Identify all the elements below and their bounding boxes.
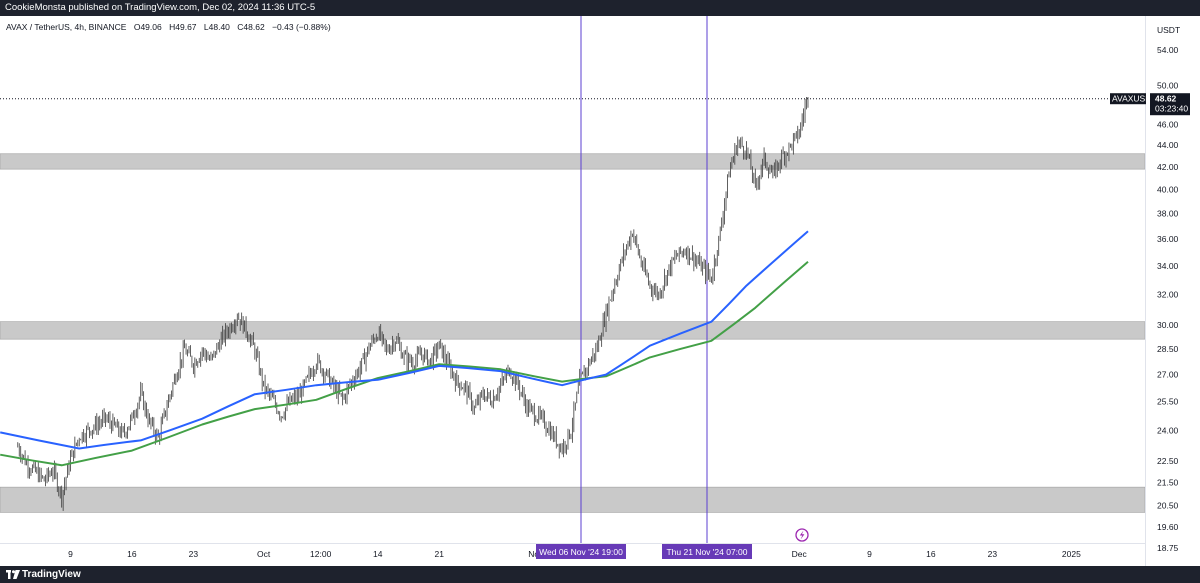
time-tick-label: 16 bbox=[127, 549, 137, 559]
price-tick-label: 46.00 bbox=[1157, 119, 1179, 129]
price-tick-label: 24.00 bbox=[1157, 425, 1179, 435]
tradingview-logo-icon bbox=[6, 570, 20, 579]
last-price-badge: AVAXUSDT 48.62 03:23:40 bbox=[1110, 93, 1190, 116]
vertical-marker-lines bbox=[580, 16, 708, 543]
time-tick-label: 23 bbox=[988, 549, 998, 559]
last-price-value: 48.62 bbox=[1155, 94, 1177, 104]
legend-open: O49.06 bbox=[134, 22, 162, 32]
time-tick-label: 12:00 bbox=[310, 549, 332, 559]
time-tick-label: 9 bbox=[867, 549, 872, 559]
time-tick-label: 2025 bbox=[1062, 549, 1081, 559]
price-tick-label: 54.00 bbox=[1157, 45, 1179, 55]
support-zones bbox=[0, 153, 1146, 513]
support-zone[interactable] bbox=[0, 153, 1146, 170]
price-tick-label: 22.50 bbox=[1157, 456, 1179, 466]
time-tick-label: 21 bbox=[434, 549, 444, 559]
legend-close: C48.62 bbox=[237, 22, 265, 32]
price-scale[interactable]: USDT 54.00 50.00 46.00 44.00 42.00 40.00 38.00… bbox=[1110, 16, 1190, 566]
legend-high: H49.67 bbox=[169, 22, 197, 32]
price-tick-label: 21.50 bbox=[1157, 478, 1179, 488]
time-tick-label: 23 bbox=[189, 549, 199, 559]
price-tick-label: 20.50 bbox=[1157, 500, 1179, 510]
price-tick-label: 50.00 bbox=[1157, 81, 1179, 91]
price-tick-label: 27.00 bbox=[1157, 370, 1179, 380]
currency-label: USDT bbox=[1157, 25, 1180, 35]
legend-change: −0.43 (−0.88%) bbox=[272, 22, 331, 32]
publish-info: CookieMonsta published on TradingView.co… bbox=[5, 2, 316, 13]
support-zone[interactable] bbox=[0, 321, 1146, 340]
lightning-icon[interactable] bbox=[795, 528, 809, 542]
price-tick-label: 44.00 bbox=[1157, 140, 1179, 150]
footer-bar: TradingView bbox=[0, 566, 1200, 583]
price-tick-label: 42.00 bbox=[1157, 162, 1179, 172]
legend-symbol: AVAX / TetherUS, 4h, BINANCE bbox=[6, 22, 127, 32]
vertical-marker-label: Wed 06 Nov '24 19:00 bbox=[539, 547, 623, 557]
footer-brand: TradingView bbox=[22, 569, 81, 580]
moving-average-green bbox=[0, 260, 809, 467]
svg-text:AVAX / TetherUS, 4h, BINANCE: AVAX / TetherUS, 4h, BINANCE O49.06 H49.… bbox=[6, 22, 331, 32]
legend-low: L48.40 bbox=[204, 22, 230, 32]
price-tick-label: 40.00 bbox=[1157, 185, 1179, 195]
price-chart[interactable]: USDT 54.00 50.00 46.00 44.00 42.00 40.00 38.00… bbox=[0, 16, 1200, 566]
time-tick-label: 9 bbox=[68, 549, 73, 559]
price-tick-label: 30.00 bbox=[1157, 320, 1179, 330]
price-tick-label: 32.00 bbox=[1157, 289, 1179, 299]
time-scale[interactable]: 9 16 23 Oct 12:00 14 21 Nov Dec 9 16 23 2025 Wed 06 … bbox=[0, 543, 1145, 560]
time-tick-label: 14 bbox=[373, 549, 383, 559]
time-tick-label: 16 bbox=[926, 549, 936, 559]
bar-countdown: 03:23:40 bbox=[1155, 104, 1188, 114]
last-price-symbol: AVAXUSDT bbox=[1112, 94, 1157, 104]
candlesticks bbox=[17, 97, 809, 511]
vertical-marker-badge bbox=[536, 544, 626, 559]
vertical-marker-label: Thu 21 Nov '24 07:00 bbox=[666, 547, 747, 557]
vertical-marker-badge bbox=[662, 544, 752, 559]
price-tick-label: 19.60 bbox=[1157, 522, 1179, 532]
price-tick-label: 28.50 bbox=[1157, 344, 1179, 354]
legend: AVAX / TetherUS, 4h, BINANCE O49.06 H49.… bbox=[6, 22, 331, 32]
price-tick-label: 18.75 bbox=[1157, 543, 1179, 553]
time-tick-label: Oct bbox=[257, 549, 271, 559]
price-tick-label: 36.00 bbox=[1157, 234, 1179, 244]
chart-frame bbox=[0, 16, 1200, 566]
publish-header: CookieMonsta published on TradingView.co… bbox=[0, 0, 1200, 16]
price-tick-label: 38.00 bbox=[1157, 209, 1179, 219]
moving-average-blue bbox=[0, 230, 809, 450]
support-zone[interactable] bbox=[0, 486, 1146, 513]
time-tick-label: Dec bbox=[792, 549, 808, 559]
price-tick-label: 34.00 bbox=[1157, 261, 1179, 271]
price-tick-label: 25.50 bbox=[1157, 397, 1179, 407]
